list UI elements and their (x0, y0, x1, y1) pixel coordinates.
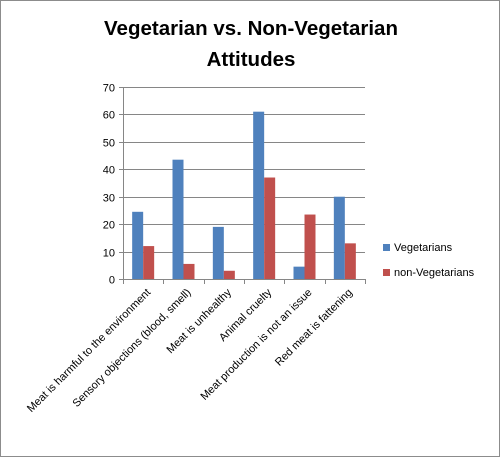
legend: Vegetarians non-Vegetarians (383, 242, 475, 279)
x-tick-labels: Meat is harmful to the environmentSensor… (25, 286, 355, 415)
bar (304, 214, 316, 279)
bar (132, 211, 144, 279)
bar (172, 159, 184, 279)
y-tick-label: 30 (103, 193, 115, 205)
chart-title: Vegetarian vs. Non-Vegetarian Attitudes (1, 13, 500, 75)
gridlines (123, 87, 365, 253)
bar (223, 270, 235, 279)
y-tick-label: 50 (103, 138, 115, 150)
y-tick-label: 70 (103, 83, 115, 95)
x-tick-label: Red meat is fattening (273, 287, 355, 369)
legend-label: Vegetarians (394, 242, 453, 254)
legend-label: non-Vegetarians (394, 267, 475, 279)
legend-swatch (383, 244, 390, 251)
bar (183, 263, 195, 279)
legend-swatch (383, 269, 390, 276)
bar (293, 266, 305, 279)
y-tick-label: 0 (109, 275, 115, 287)
y-tick-labels: 0 10 20 30 40 50 60 70 (103, 83, 115, 287)
axes (119, 87, 366, 284)
bar (264, 177, 276, 279)
y-tick-label: 20 (103, 220, 115, 232)
y-tick-label: 10 (103, 248, 115, 260)
chart-title-line-1: Vegetarian vs. Non-Vegetarian (104, 17, 398, 40)
bar (333, 196, 345, 279)
y-tick-label: 40 (103, 165, 115, 177)
bar (143, 246, 155, 279)
bar (344, 243, 356, 279)
bar (253, 111, 265, 279)
bars (132, 111, 356, 279)
chart-title-line-2: Attitudes (206, 48, 296, 71)
bar (212, 226, 224, 279)
y-tick-label: 60 (103, 110, 115, 122)
